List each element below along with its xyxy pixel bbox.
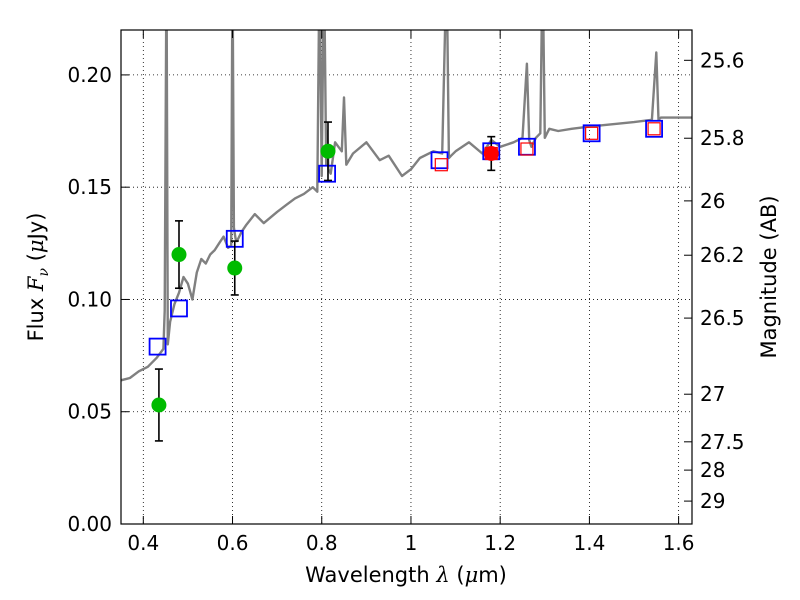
grid-lines (121, 30, 692, 524)
y-tick-label: 0.20 (67, 63, 112, 87)
x-axis-mu: μ (465, 563, 479, 587)
y-axis-mu: μ (24, 239, 48, 253)
model-nir-small-square (484, 146, 498, 161)
right-tick-label: 26 (700, 189, 725, 213)
x-axis-lambda: λ (435, 563, 449, 587)
observed-optical-point (171, 247, 187, 263)
model-spectrum-line (121, 30, 692, 382)
model-photometry-square (645, 119, 663, 138)
right-tick-label: 27.5 (700, 430, 745, 454)
series-layer (121, 30, 692, 442)
right-tick-label: 26.2 (700, 243, 745, 267)
model-photometry-square (148, 337, 167, 356)
x-tick-label: 1.2 (484, 531, 516, 555)
observed-optical-point (151, 397, 167, 413)
x-axis: 0.4 0.6 0.8 1 1.2 1.4 1.6 (127, 30, 695, 555)
plot-area (121, 30, 692, 442)
right-tick-label: 26.5 (700, 306, 745, 330)
model-nir-small-square (520, 142, 534, 156)
y-tick-label: 0.05 (67, 400, 112, 424)
plot-frame (120, 29, 693, 525)
y-tick-label: 0.15 (67, 175, 112, 199)
right-tick-label: 25.8 (700, 126, 745, 150)
y-axis-right: 25.6 25.8 26 26.2 26.5 27 27.5 28 29 (684, 48, 745, 513)
model-photometry-square (582, 124, 601, 143)
y-tick-label: 0.10 (67, 287, 112, 311)
x-tick-label: 1.6 (663, 531, 695, 555)
right-tick-label: 27 (700, 382, 725, 406)
right-tick-label: 28 (700, 458, 725, 482)
x-tick-label: 0.4 (127, 531, 159, 555)
model-nir-small-square (585, 126, 599, 140)
right-tick-label: 25.6 (700, 48, 745, 72)
model-photometry-square (430, 151, 449, 170)
model-photometry-square (170, 299, 188, 318)
x-tick-label: 1.4 (573, 531, 605, 555)
right-tick-label: 29 (700, 489, 725, 513)
y-axis-label: Flux Fν (μJy) (24, 213, 52, 342)
observed-nir-point (483, 146, 499, 161)
y-axis-F: F (24, 275, 48, 292)
y-axis-right-label: Magnitude (AB) (757, 195, 781, 358)
y-axis-nu: ν (36, 267, 52, 276)
model-photometry-square (318, 164, 336, 183)
y-axis-left: 0.00 0.05 0.10 0.15 0.20 (67, 63, 129, 536)
model-nir-small-square (647, 122, 661, 136)
x-tick-label: 0.6 (217, 531, 249, 555)
y-tick-label: 0.00 (67, 512, 112, 536)
observed-optical-point (320, 143, 336, 159)
model-nir-small-square (434, 158, 448, 172)
observed-optical-point (227, 260, 243, 276)
x-axis-label: Wavelength λ (μm) (305, 563, 507, 587)
x-tick-label: 0.8 (306, 531, 338, 555)
x-tick-label: 1 (405, 531, 418, 555)
